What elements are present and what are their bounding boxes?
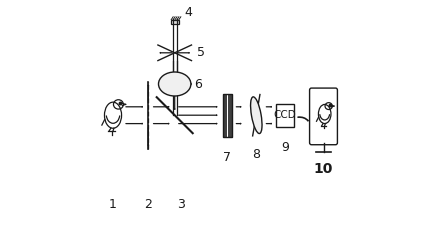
Text: 5: 5	[198, 46, 206, 59]
Text: 8: 8	[253, 148, 260, 161]
Ellipse shape	[159, 72, 191, 96]
Text: 6: 6	[194, 78, 202, 90]
Text: 7: 7	[224, 151, 232, 164]
Text: 2: 2	[144, 198, 152, 211]
Text: 9: 9	[281, 141, 289, 154]
Text: CCD: CCD	[274, 110, 296, 120]
Bar	[171, 20, 179, 24]
Ellipse shape	[251, 97, 262, 133]
Text: 3: 3	[177, 198, 185, 211]
Bar	[276, 104, 294, 127]
Text: 4: 4	[184, 6, 192, 19]
Text: 10: 10	[314, 162, 333, 176]
Bar	[223, 94, 232, 137]
FancyArrowPatch shape	[298, 117, 308, 120]
Text: 1: 1	[109, 198, 117, 211]
